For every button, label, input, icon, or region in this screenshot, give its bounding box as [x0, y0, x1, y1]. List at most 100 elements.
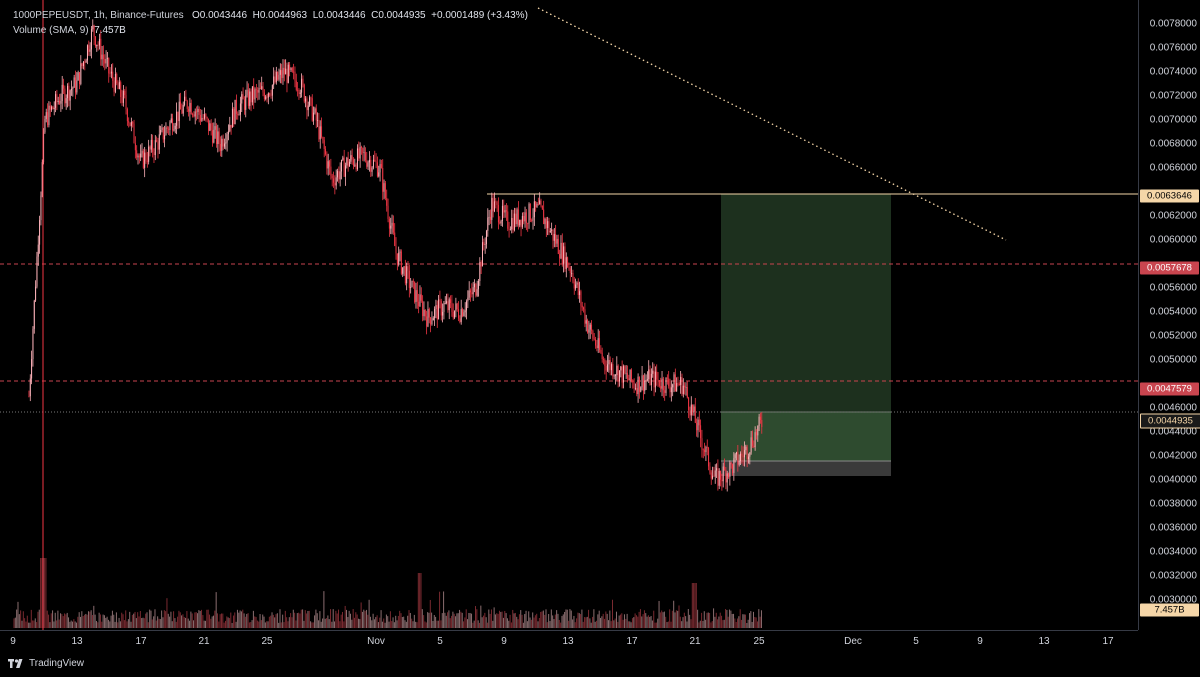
- price-tag-dashed-lower: 0.0047579: [1140, 382, 1199, 396]
- volume-bar: [713, 608, 715, 628]
- volume-bar: [489, 613, 491, 628]
- volume-bar: [719, 612, 721, 628]
- candle-body: [585, 320, 587, 324]
- volume-bar: [490, 609, 492, 628]
- volume-bar: [405, 621, 407, 628]
- volume-bar: [581, 609, 583, 628]
- candle-body: [599, 338, 601, 350]
- candle-body: [485, 230, 487, 245]
- candle-body: [454, 310, 456, 318]
- volume-bar: [659, 612, 661, 628]
- volume-bar: [316, 613, 318, 628]
- candle-body: [488, 216, 490, 218]
- tradingview-logo[interactable]: TradingView: [8, 658, 84, 669]
- candle-body: [106, 58, 108, 59]
- volume-bar: [401, 617, 403, 628]
- volume-bar: [376, 615, 378, 628]
- volume-bar: [294, 612, 296, 628]
- volume-legend: Volume (SMA, 9) 7.457B: [13, 25, 126, 36]
- candle-body: [628, 378, 630, 381]
- volume-bar: [355, 612, 357, 628]
- candle-body: [350, 155, 352, 162]
- volume-bar: [207, 609, 209, 628]
- candle-body: [474, 283, 475, 288]
- candle-body: [432, 318, 434, 321]
- candle-body: [497, 205, 499, 223]
- volume-bar: [388, 621, 390, 628]
- candle-body: [742, 455, 744, 458]
- candle-body: [306, 98, 308, 111]
- candle-body: [315, 108, 317, 121]
- candle-body: [419, 294, 421, 307]
- volume-bar: [741, 619, 743, 628]
- descending-trendline[interactable]: [537, 7, 1007, 241]
- entry-zone[interactable]: [721, 412, 891, 461]
- candle-body: [242, 94, 244, 100]
- volume-bar: [615, 611, 617, 628]
- volume-bar: [461, 612, 463, 628]
- volume-bar: [444, 612, 446, 628]
- volume-bar: [139, 610, 141, 628]
- candle-body: [568, 267, 570, 269]
- candle-body: [267, 93, 269, 98]
- candle-body: [700, 425, 702, 439]
- candle-body: [685, 386, 687, 388]
- volume-bar: [582, 621, 584, 628]
- candle-body: [686, 386, 688, 398]
- legend-symbol[interactable]: 1000PEPEUSDT, 1h, Binance-Futures: [13, 10, 184, 21]
- volume-bar: [629, 621, 631, 628]
- volume-bar: [87, 611, 89, 628]
- volume-bar: [254, 616, 256, 628]
- volume-bar: [68, 617, 70, 628]
- price-axis[interactable]: 0.0078000 0.0076000 0.0074000 0.0072000 0.00…: [1138, 0, 1200, 630]
- candle-body: [311, 98, 313, 121]
- candle-body: [259, 88, 261, 89]
- symbol-legend: 1000PEPEUSDT, 1h, Binance-Futures O0.004…: [13, 10, 528, 21]
- volume-bar: [343, 621, 345, 628]
- volume-bar: [745, 614, 746, 628]
- volume-bar: [56, 620, 58, 628]
- candle-body: [525, 212, 527, 224]
- candle-body: [430, 317, 432, 325]
- candle-body: [657, 379, 659, 381]
- volume-bar: [536, 613, 538, 628]
- volume-bar: [375, 617, 377, 628]
- candle-body: [114, 74, 116, 92]
- volume-bar: [522, 622, 524, 628]
- candle-body: [40, 195, 42, 221]
- candle-body: [121, 97, 123, 103]
- volume-bar: [284, 610, 286, 628]
- time-axis[interactable]: 9 13 17 21 25 Nov 5 9 13 17 21 25 Dec 5 9 13 17: [0, 630, 1138, 653]
- volume-bar: [508, 620, 510, 628]
- candle-body: [129, 122, 131, 126]
- volume-bar: [480, 605, 482, 628]
- volume-bar: [365, 609, 367, 628]
- candle-body: [154, 140, 156, 156]
- target-zone[interactable]: [721, 194, 891, 412]
- candle-body: [235, 99, 237, 114]
- volume-bar: [727, 616, 729, 628]
- volume-bar: [380, 610, 382, 628]
- volume-bar: [90, 610, 92, 628]
- volume-bar: [296, 613, 298, 628]
- volume-bar: [46, 610, 48, 628]
- time-tick: 17: [1102, 636, 1114, 647]
- candle-body: [692, 404, 694, 412]
- volume-bar: [185, 617, 187, 628]
- candle-body: [396, 253, 398, 265]
- plot-area[interactable]: [0, 0, 1138, 630]
- volume-bar: [306, 613, 308, 628]
- volume-bar: [275, 614, 277, 628]
- candle-body: [73, 77, 75, 88]
- volume-bar: [586, 616, 588, 628]
- candle-body: [541, 205, 543, 210]
- candle-body: [148, 146, 150, 162]
- volume-bar: [280, 622, 282, 628]
- stop-zone[interactable]: [721, 461, 891, 476]
- volume-legend-label[interactable]: Volume (SMA, 9): [13, 25, 89, 36]
- candle-body: [290, 68, 292, 70]
- candle-body: [644, 380, 646, 391]
- volume-bar: [323, 591, 325, 628]
- candle-body: [612, 364, 614, 377]
